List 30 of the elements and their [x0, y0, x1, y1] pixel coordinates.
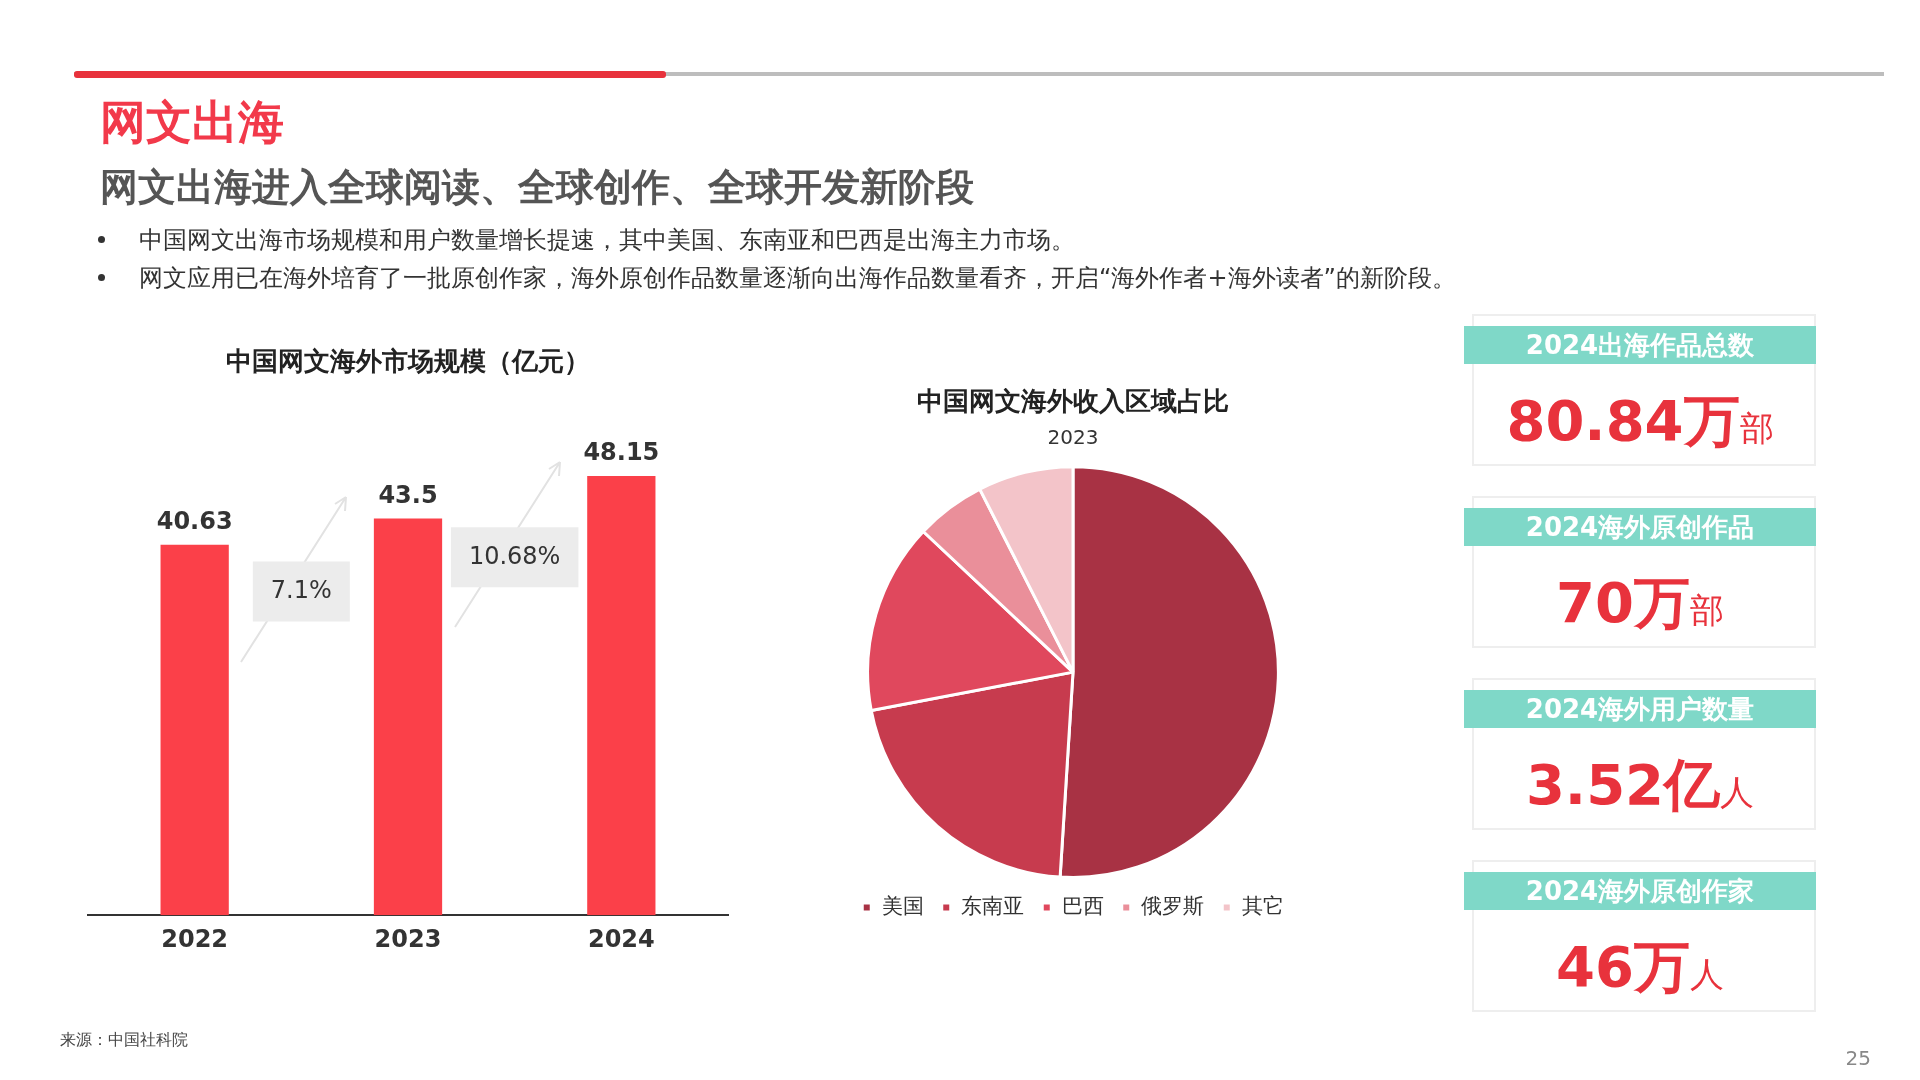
annotation: 10.68% — [468, 541, 561, 570]
text: 中国网文出海市场规模和用户数量增长提速，其中美国、东南亚和巴西是出海主力市场。 — [139, 226, 1075, 254]
text: 80.84万部 — [1506, 388, 1774, 453]
text: 网文出海进入全球阅读、全球创作、全球开发新阶段 — [100, 164, 974, 211]
x-tick-label: 2024 — [587, 924, 655, 953]
text: 25 — [1845, 1046, 1871, 1070]
chart-title: 中国网文海外市场规模（亿元） — [226, 346, 590, 377]
chart-title: 中国网文海外收入区域占比 — [917, 386, 1229, 417]
x-tick-label: 2022 — [161, 924, 229, 953]
source-note: 来源：中国社科院 — [60, 1030, 188, 1051]
data-label: 40.63 — [156, 506, 233, 535]
text: 网文出海 — [100, 94, 284, 151]
legend-label: 美国 — [881, 893, 924, 918]
data-label: 48.15 — [583, 438, 660, 467]
legend-label: 其它 — [1241, 893, 1284, 918]
chart-subtitle: 2023 — [1047, 425, 1099, 450]
data-label: 43.5 — [378, 480, 438, 509]
text: 46万人 — [1556, 934, 1724, 999]
legend-label: 巴西 — [1061, 893, 1104, 918]
text: 70万部 — [1556, 570, 1724, 635]
text: 2024海外原创作家 — [1464, 872, 1816, 910]
legend-label: 东南亚 — [961, 893, 1025, 918]
legend-label: 俄罗斯 — [1141, 893, 1205, 918]
text: 3.52亿人 — [1525, 752, 1755, 817]
text: 2024海外原创作品 — [1464, 508, 1816, 546]
text: 2024出海作品总数 — [1464, 326, 1816, 364]
text: 2024海外用户数量 — [1464, 690, 1816, 728]
x-tick-label: 2023 — [374, 924, 442, 953]
text: 网文应用已在海外培育了一批原创作家，海外原创作品数量逐渐向出海作品数量看齐，开启“海外作者+海外读者”的新阶段。 — [139, 264, 1456, 292]
annotation: 7.1% — [270, 575, 332, 604]
